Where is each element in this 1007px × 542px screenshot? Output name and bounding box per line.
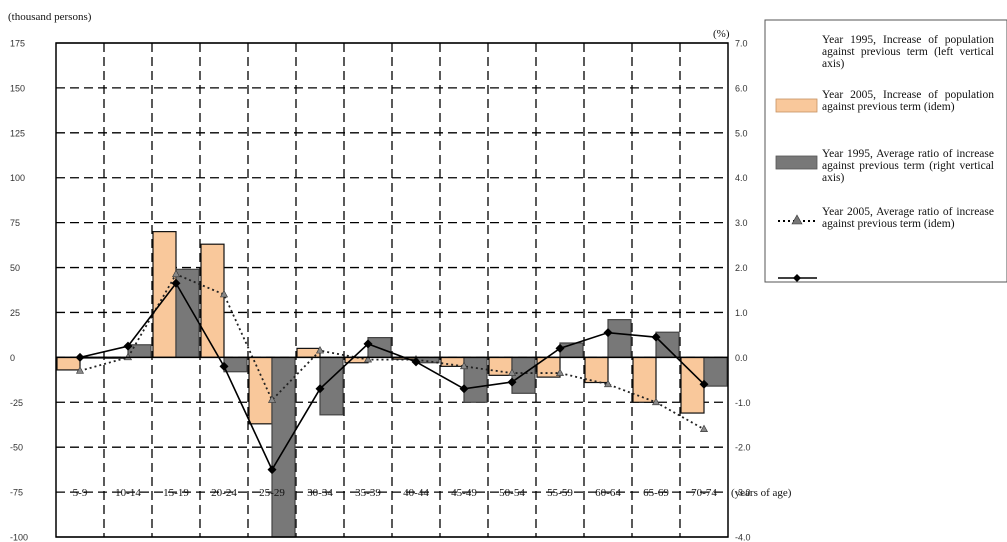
left-tick-label: 175 [10,39,25,49]
right-tick-label: 0.0 [735,353,748,363]
category-label: 25-29 [259,487,285,499]
marker-triangle [651,397,661,406]
marker-diamond [651,332,661,342]
marker-triangle [219,289,229,298]
category-label: 35-39 [355,487,381,499]
category-label: 20-24 [211,487,237,499]
bar-2005 [607,319,632,358]
left-tick-label: 50 [10,263,20,273]
bar-2005 [463,356,488,403]
axes [55,42,729,538]
category-label: 10-14 [115,487,141,499]
line-1995-solid [79,281,705,472]
bar-2005 [223,356,248,373]
left-tick-label: -100 [10,533,28,542]
legend-text-4: Year 2005, Average ratio of increase aga… [822,206,994,230]
marker-diamond [699,379,709,389]
legend-triangle-marker [791,214,803,225]
right-tick-label: -4.0 [735,533,751,542]
category-label: 50-54 [499,487,525,499]
bar-1995 [536,356,561,378]
left-tick-label: 25 [10,308,20,318]
legend-box [764,19,1007,283]
category-label: 45-49 [451,487,477,499]
left-tick-label: -25 [10,398,23,408]
bar-2005 [271,356,296,538]
bar-2005 [655,331,680,358]
category-label: 60-64 [595,487,621,499]
right-axis-unit: (%) [713,28,730,40]
category-label: 55-59 [547,487,573,499]
right-tick-label: 5.0 [735,128,748,138]
marker-diamond [219,361,229,371]
right-tick-label: -1.0 [735,398,751,408]
marker-triangle [603,379,613,388]
legend-swatch-bar-1995 [775,98,818,113]
marker-triangle [171,269,181,278]
marker-triangle [555,368,565,376]
line-2005-dotted [79,273,705,431]
right-tick-label: 1.0 [735,308,748,318]
marker-diamond [267,465,277,475]
category-label: 70-74 [691,487,717,499]
marker-triangle [507,368,517,376]
category-label: 65-69 [643,487,669,499]
marker-diamond [315,384,325,394]
category-label: 15-19 [163,487,189,499]
marker-diamond [459,384,469,394]
marker-triangle [267,395,277,403]
marker-diamond [171,278,181,288]
bar-1995 [488,356,513,376]
bar-1995 [56,356,81,371]
legend-diamond-marker [793,274,801,282]
category-label: 40-44 [403,487,429,499]
right-tick-label: 2.0 [735,263,748,273]
bar-1995 [584,356,609,384]
left-tick-label: -75 [10,488,23,498]
x-axis-unit: (years of age) [731,487,792,499]
plot-frame [55,42,729,538]
marker-diamond [411,357,421,367]
legend-text-1: Year 1995, Increase of population agains… [822,34,994,70]
labels: 175 150 125 100 75 50 25 0 -25 -50 -75 -100 7.0 6.0 5.… [8,11,792,542]
marker-triangle [315,345,325,354]
bar-1995 [200,243,225,358]
bar-2005 [703,356,728,387]
left-tick-label: 150 [10,83,25,93]
right-tick-label: 7.0 [735,39,748,49]
left-tick-label: 0 [10,353,15,363]
marker-triangle [699,424,709,433]
legend-swatch-bar-2005 [775,155,818,170]
right-tick-label: 6.0 [735,83,748,93]
bar-1995 [152,231,177,358]
bar-1995 [248,356,273,425]
lines [75,269,709,475]
category-label: 30-34 [307,487,333,499]
marker-diamond [555,343,565,353]
marker-diamond [123,341,133,351]
marker-diamond [507,377,517,387]
bar-1995 [632,356,657,403]
legend-text-3: Year 1995, Average ratio of increase aga… [822,148,994,184]
marker-triangle [459,361,469,370]
left-tick-label: 125 [10,128,25,138]
marker-triangle [363,354,373,363]
left-axis-unit: (thousand persons) [8,11,92,23]
marker-diamond [603,328,613,338]
left-tick-label: 75 [10,218,20,228]
marker-triangle [75,366,85,374]
right-tick-label: -3.0 [735,488,751,498]
legend-text-2: Year 2005, Increase of population agains… [822,89,994,113]
right-tick-label: -2.0 [735,443,751,453]
right-tick-label: 4.0 [735,173,748,183]
marker-diamond [363,339,373,349]
legend [764,19,1007,283]
left-tick-label: 100 [10,173,25,183]
category-label: 5-9 [73,487,88,499]
right-tick-label: 3.0 [735,218,748,228]
left-tick-label: -50 [10,443,23,453]
